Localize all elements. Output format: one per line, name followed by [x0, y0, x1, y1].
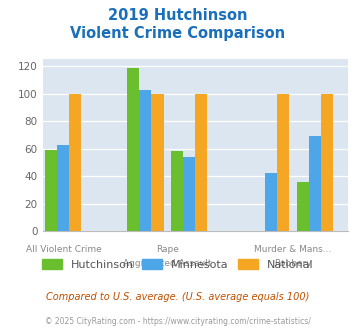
Bar	[58, 145, 70, 231]
Bar	[171, 151, 183, 231]
Bar	[309, 136, 321, 231]
Text: 2019 Hutchinson: 2019 Hutchinson	[108, 8, 247, 23]
Bar	[152, 94, 164, 231]
Bar	[265, 173, 277, 231]
Bar	[277, 94, 289, 231]
Text: Aggravated Assault: Aggravated Assault	[123, 259, 212, 268]
Bar	[297, 182, 309, 231]
Text: Rape: Rape	[156, 245, 179, 254]
Bar	[140, 90, 152, 231]
Bar	[183, 157, 195, 231]
Bar	[70, 94, 81, 231]
Text: Compared to U.S. average. (U.S. average equals 100): Compared to U.S. average. (U.S. average …	[46, 292, 309, 302]
Bar	[127, 68, 140, 231]
Bar	[195, 94, 207, 231]
Text: Violent Crime Comparison: Violent Crime Comparison	[70, 26, 285, 41]
Text: Murder & Mans...: Murder & Mans...	[255, 245, 332, 254]
Text: © 2025 CityRating.com - https://www.cityrating.com/crime-statistics/: © 2025 CityRating.com - https://www.city…	[45, 317, 310, 326]
Bar	[321, 94, 333, 231]
Bar	[45, 150, 58, 231]
Text: All Violent Crime: All Violent Crime	[26, 245, 101, 254]
Text: Robbery: Robbery	[274, 259, 312, 268]
Legend: Hutchinson, Minnesota, National: Hutchinson, Minnesota, National	[37, 255, 318, 274]
